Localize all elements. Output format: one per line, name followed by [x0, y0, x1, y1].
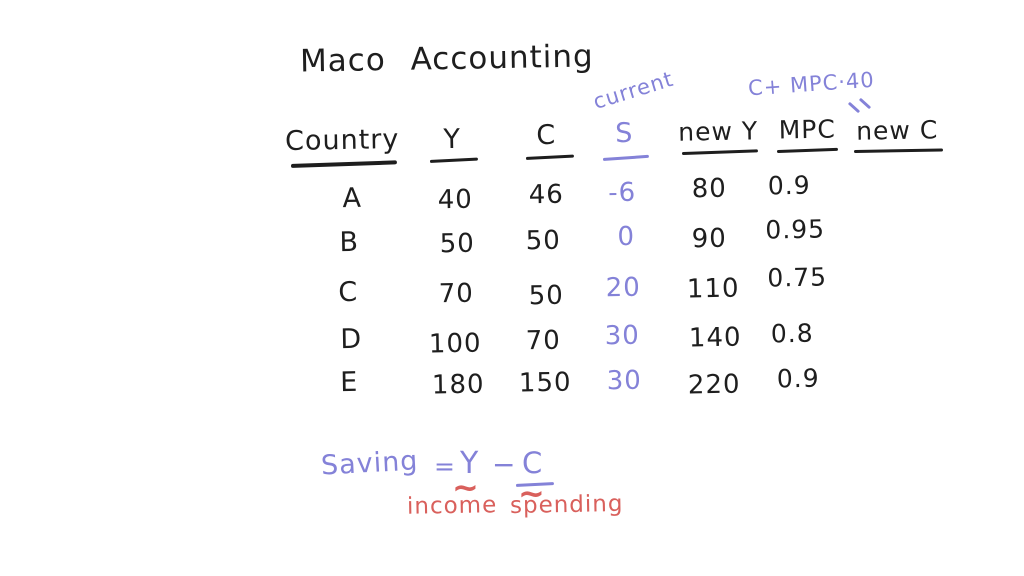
cell-mpc: 0.8	[770, 318, 814, 349]
cell-new-y: 80	[691, 173, 728, 205]
cell-c: 70	[525, 325, 562, 357]
consumption-formula-annotation: C+ MPC·40	[747, 67, 876, 101]
col-header-new-y: new Y	[678, 116, 759, 147]
saving-label: Saving	[320, 445, 420, 482]
underline-new-y	[681, 149, 759, 155]
col-header-s: S	[614, 117, 634, 150]
underline-y	[429, 157, 479, 163]
cell-y: 50	[439, 228, 476, 260]
cell-c: 46	[528, 179, 565, 211]
col-header-new-c: new C	[855, 115, 939, 146]
cell-s: -6	[607, 177, 637, 209]
cell-s: 30	[604, 320, 641, 352]
cell-country: B	[339, 226, 360, 259]
cell-c: 50	[528, 280, 565, 312]
cell-c: 50	[525, 225, 562, 257]
income-label: income	[406, 492, 498, 520]
squiggle-under-income-icon: ~	[452, 468, 479, 506]
cell-new-y: 140	[688, 322, 742, 354]
cell-y: 70	[438, 278, 475, 310]
minus-sign: −	[492, 448, 517, 481]
underline-mpc	[776, 147, 839, 153]
cell-y: 100	[428, 328, 482, 360]
cell-new-y: 90	[691, 223, 728, 255]
underline-s	[602, 154, 649, 161]
underline-c	[525, 154, 575, 160]
col-header-c: C	[536, 119, 557, 152]
cell-y: 40	[437, 184, 474, 216]
income-variable: Y	[460, 446, 480, 481]
cell-s: 0	[617, 221, 636, 253]
cell-y: 180	[431, 369, 485, 401]
col-header-mpc: MPC	[778, 114, 837, 145]
squiggle-under-spending-icon: ~	[518, 474, 545, 512]
cell-country: E	[339, 366, 359, 399]
cell-mpc: 0.9	[767, 170, 811, 201]
equals-sign: =	[434, 452, 456, 481]
cell-country: A	[342, 182, 363, 215]
cell-mpc: 0.75	[767, 262, 828, 293]
col-header-country: Country	[284, 124, 400, 157]
cell-country: D	[340, 323, 363, 356]
underline-new-c	[853, 148, 944, 153]
underline-country	[290, 160, 398, 168]
col-header-y: Y	[443, 123, 462, 156]
spending-label: spending	[509, 491, 624, 519]
cell-mpc: 0.95	[765, 214, 826, 245]
page-title: Maco Accounting	[299, 38, 595, 80]
current-annotation: current	[590, 66, 677, 114]
cell-mpc: 0.9	[776, 363, 820, 394]
cell-new-y: 110	[686, 273, 740, 305]
cell-c: 150	[518, 367, 572, 399]
cell-s: 30	[606, 365, 643, 397]
spending-variable: C	[522, 446, 544, 480]
cell-s: 20	[605, 272, 642, 304]
cell-country: C	[338, 276, 359, 309]
cell-new-y: 220	[687, 369, 741, 401]
